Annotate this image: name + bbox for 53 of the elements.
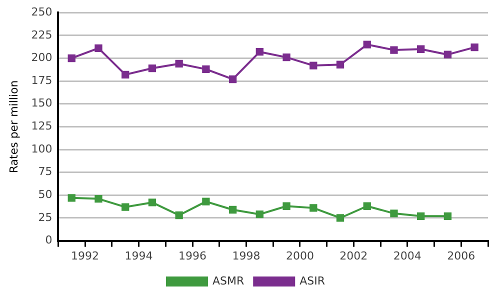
- point: [122, 70, 130, 78]
- point: [417, 212, 425, 220]
- point: [228, 75, 237, 84]
- x-tick-label: 2006: [447, 249, 476, 262]
- y-tick-label: 250: [31, 5, 52, 18]
- point: [444, 212, 452, 220]
- legend-label: ASIR: [300, 274, 326, 288]
- x-tick-label: 1994: [124, 249, 153, 262]
- point: [94, 44, 102, 52]
- point: [68, 194, 76, 202]
- point: [202, 65, 210, 74]
- y-tick-label: 225: [31, 28, 52, 42]
- point: [175, 60, 183, 68]
- x-tick-label: 2000: [286, 249, 314, 262]
- point: [363, 202, 371, 210]
- point: [470, 43, 478, 52]
- y-tick-label: 50: [38, 188, 52, 202]
- point: [310, 62, 318, 70]
- point: [256, 48, 264, 56]
- x-tick-label: 1998: [232, 249, 260, 262]
- point: [175, 211, 183, 220]
- x-tick-label: 2004: [393, 249, 422, 262]
- x-tick-label: 1992: [71, 249, 100, 262]
- y-tick-label: 175: [31, 74, 52, 87]
- point: [228, 206, 237, 214]
- x-tick-label: 2002: [340, 249, 368, 262]
- point: [310, 204, 318, 212]
- point: [68, 54, 76, 62]
- point: [336, 60, 344, 68]
- point: [148, 64, 156, 72]
- y-tick-label: 0: [45, 234, 52, 247]
- y-tick-label: 150: [31, 96, 52, 110]
- point: [94, 194, 102, 203]
- point: [148, 198, 156, 206]
- y-tick-label: 125: [31, 120, 52, 133]
- point: [390, 46, 398, 54]
- point: [390, 210, 398, 218]
- y-tick-label: 75: [38, 165, 52, 178]
- y-tick-label: 200: [31, 51, 52, 64]
- y-tick-label: 25: [38, 210, 52, 224]
- point: [363, 40, 371, 48]
- point: [282, 54, 290, 62]
- point: [417, 45, 425, 53]
- point: [256, 210, 264, 218]
- point: [282, 202, 290, 210]
- y-tick-label: 100: [31, 142, 52, 156]
- point: [122, 203, 130, 211]
- point: [444, 50, 452, 58]
- point: [202, 198, 210, 206]
- point: [336, 214, 344, 222]
- y-axis-title: Rates per million: [7, 80, 20, 174]
- x-tick-label: 1996: [178, 249, 207, 262]
- legend-label: ASMR: [212, 274, 244, 288]
